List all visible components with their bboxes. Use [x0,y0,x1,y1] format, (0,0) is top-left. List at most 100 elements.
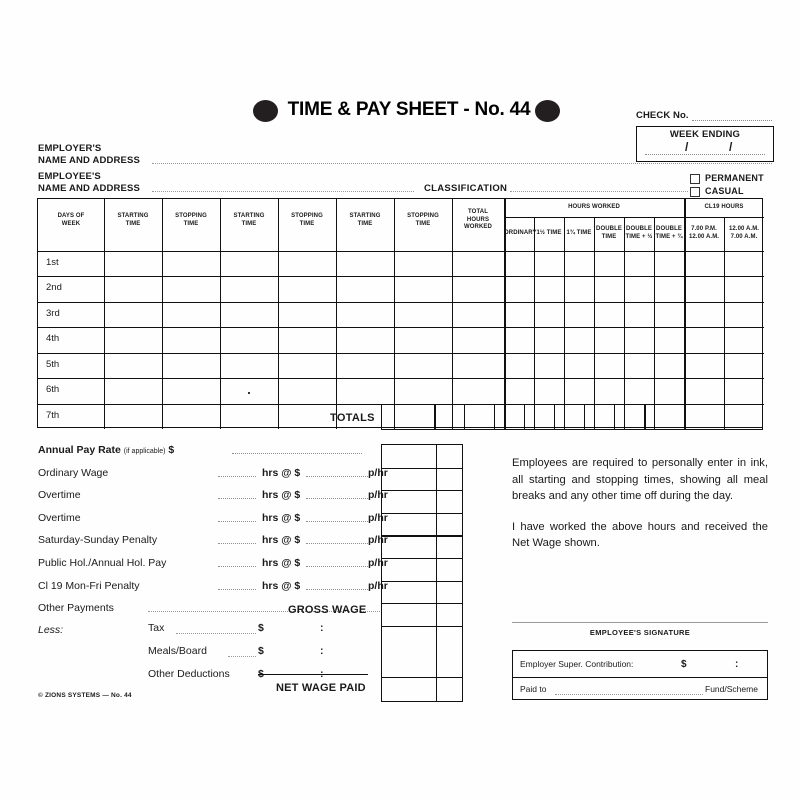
timesheet-entry-cell[interactable] [654,378,684,403]
amount-cell-cents[interactable] [436,468,462,491]
amount-cell-dollars[interactable] [382,490,436,513]
timesheet-entry-cell[interactable] [564,378,594,403]
timesheet-entry-cell[interactable] [162,302,220,327]
timesheet-entry-cell[interactable] [452,251,504,276]
timesheet-entry-cell[interactable] [104,378,162,403]
totals-cell[interactable] [464,405,494,429]
timesheet-entry-cell[interactable] [504,353,534,378]
timesheet-entry-cell[interactable] [594,302,624,327]
timesheet-entry-cell[interactable] [104,353,162,378]
timesheet-entry-cell[interactable] [624,276,654,301]
timesheet-entry-cell[interactable] [220,276,278,301]
timesheet-entry-cell[interactable] [724,327,764,352]
wage-hours-field[interactable] [218,475,256,477]
timesheet-entry-cell[interactable] [504,378,534,403]
amount-cell-dollars[interactable] [382,535,436,558]
timesheet-entry-cell[interactable] [684,251,724,276]
totals-cell[interactable] [584,405,614,429]
amount-cell-cents[interactable] [436,535,462,558]
timesheet-entry-cell[interactable] [504,302,534,327]
employee-signature-field[interactable] [512,622,768,623]
totals-cell[interactable] [684,405,724,429]
timesheet-entry-cell[interactable] [278,302,336,327]
totals-cell[interactable] [524,405,554,429]
amount-cell-cents[interactable] [436,513,462,536]
timesheet-entry-cell[interactable] [162,404,220,429]
check-no-field[interactable] [692,120,772,121]
amount-cell-dollars[interactable] [382,558,436,581]
week-ending-field[interactable] [645,154,765,155]
timesheet-entry-cell[interactable] [336,327,394,352]
amount-cell-cents[interactable] [436,558,462,581]
timesheet-entry-cell[interactable] [594,251,624,276]
timesheet-entry-cell[interactable] [624,302,654,327]
timesheet-entry-cell[interactable] [162,378,220,403]
wage-hours-field[interactable] [218,520,256,522]
timesheet-entry-cell[interactable] [104,327,162,352]
timesheet-entry-cell[interactable] [594,378,624,403]
timesheet-entry-cell[interactable] [162,276,220,301]
timesheet-entry-cell[interactable] [394,251,452,276]
timesheet-entry-cell[interactable] [278,378,336,403]
timesheet-entry-cell[interactable] [336,251,394,276]
timesheet-entry-cell[interactable] [564,251,594,276]
totals-cell[interactable] [434,405,464,429]
timesheet-entry-cell[interactable] [162,251,220,276]
wage-rate-field[interactable] [306,565,368,567]
timesheet-entry-cell[interactable] [104,302,162,327]
timesheet-entry-cell[interactable] [278,251,336,276]
timesheet-entry-cell[interactable] [452,353,504,378]
paid-to-field[interactable] [555,694,703,695]
timesheet-entry-cell[interactable] [534,302,564,327]
timesheet-entry-cell[interactable] [394,276,452,301]
timesheet-entry-cell[interactable] [534,327,564,352]
totals-cell[interactable] [382,405,434,429]
wage-hours-field[interactable] [218,565,256,567]
totals-cell[interactable] [644,405,684,429]
timesheet-entry-cell[interactable] [654,276,684,301]
timesheet-entry-cell[interactable] [564,327,594,352]
timesheet-entry-cell[interactable] [724,353,764,378]
timesheet-entry-cell[interactable] [336,276,394,301]
amount-cell-cents[interactable] [436,445,462,468]
annual-pay-rate-field[interactable] [232,453,362,454]
timesheet-entry-cell[interactable] [534,353,564,378]
amount-cell-cents[interactable] [436,626,462,677]
amount-cell-cents[interactable] [436,603,462,626]
timesheet-entry-cell[interactable] [220,251,278,276]
wage-hours-field[interactable] [218,543,256,545]
timesheet-entry-cell[interactable] [104,404,162,429]
timesheet-entry-cell[interactable] [394,327,452,352]
timesheet-entry-cell[interactable] [684,353,724,378]
permanent-option[interactable]: PERMANENT [690,172,764,185]
totals-cell[interactable] [614,405,644,429]
timesheet-entry-cell[interactable] [278,327,336,352]
timesheet-entry-cell[interactable] [724,302,764,327]
timesheet-entry-cell[interactable] [162,353,220,378]
amount-cell-dollars[interactable] [382,603,436,626]
timesheet-entry-cell[interactable] [724,276,764,301]
timesheet-entry-cell[interactable] [104,276,162,301]
timesheet-entry-cell[interactable] [654,353,684,378]
timesheet-entry-cell[interactable] [452,327,504,352]
classification-field[interactable] [510,191,688,192]
amount-cell-dollars[interactable] [382,513,436,536]
timesheet-entry-cell[interactable] [684,302,724,327]
amount-cell-cents[interactable] [436,490,462,513]
amount-cell-dollars[interactable] [382,677,436,703]
timesheet-entry-cell[interactable] [452,276,504,301]
amount-cell-dollars[interactable] [382,626,436,677]
timesheet-entry-cell[interactable] [594,327,624,352]
wage-rate-field[interactable] [306,543,368,545]
casual-checkbox[interactable] [690,186,700,197]
amount-cell-dollars[interactable] [382,581,436,604]
timesheet-entry-cell[interactable] [624,353,654,378]
timesheet-entry-cell[interactable] [724,251,764,276]
casual-option[interactable]: CASUAL [690,185,764,198]
timesheet-entry-cell[interactable] [278,276,336,301]
timesheet-entry-cell[interactable] [564,302,594,327]
timesheet-entry-cell[interactable] [684,378,724,403]
timesheet-entry-cell[interactable] [220,327,278,352]
timesheet-entry-cell[interactable] [724,378,764,403]
amount-cell-dollars[interactable] [382,468,436,491]
